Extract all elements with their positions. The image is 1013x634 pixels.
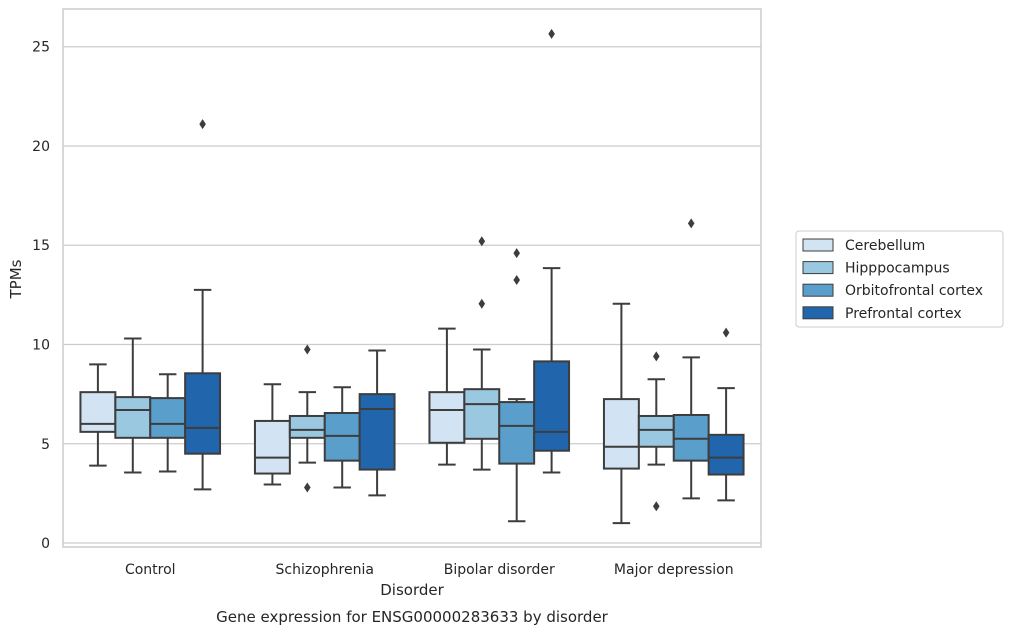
outlier-point xyxy=(653,501,660,512)
x-tick-label: Bipolar disorder xyxy=(444,562,555,578)
legend-label: Prefrontal cortex xyxy=(845,306,962,322)
box-group xyxy=(602,302,640,525)
y-tick-label: 10 xyxy=(32,338,50,354)
x-tick-label: Control xyxy=(125,562,176,578)
box xyxy=(358,393,396,471)
x-tick-labels: Control Schizophrenia Bipolar disorder Majo… xyxy=(125,562,734,578)
box-group xyxy=(323,386,361,489)
outlier-point xyxy=(513,274,520,285)
y-tick-labels: 0 5 10 15 20 25 xyxy=(32,40,50,552)
outlier-point xyxy=(199,119,206,130)
box-group xyxy=(114,337,152,474)
plot-frame xyxy=(62,8,762,548)
outlier-point xyxy=(548,28,555,39)
legend-frame xyxy=(795,230,1004,328)
box xyxy=(184,372,222,455)
outlier-point xyxy=(478,298,486,309)
x-tick-label: Major depression xyxy=(614,562,734,578)
box-plots xyxy=(79,28,745,525)
outlier-point xyxy=(653,351,660,362)
y-tick-label: 0 xyxy=(41,536,50,552)
box xyxy=(498,401,536,465)
box-group xyxy=(533,28,571,474)
box xyxy=(533,360,571,452)
chart-caption: Gene expression for ENSG00000283633 by d… xyxy=(216,608,609,626)
box xyxy=(637,414,675,448)
plot-background xyxy=(63,9,761,547)
box-group xyxy=(184,119,222,491)
box-group xyxy=(707,327,745,502)
outlier-point xyxy=(304,482,311,493)
legend-label: Hipppocampus xyxy=(845,261,950,277)
box-group xyxy=(149,373,187,473)
x-tick-label: Schizophrenia xyxy=(276,562,374,578)
outlier-point xyxy=(687,218,695,229)
outlier-point xyxy=(513,248,520,259)
box-group xyxy=(672,218,710,500)
box xyxy=(253,419,291,475)
box xyxy=(428,391,466,444)
y-axis-label: TPMs xyxy=(7,259,25,299)
legend-swatch xyxy=(802,306,834,320)
box-group xyxy=(288,344,326,493)
box xyxy=(602,398,640,470)
y-gridlines xyxy=(63,46,761,544)
outlier-point xyxy=(722,327,730,338)
box xyxy=(463,388,501,440)
outlier-point xyxy=(304,344,311,355)
box xyxy=(79,391,117,433)
legend-label: Cerebellum xyxy=(845,238,925,254)
box-group xyxy=(428,327,466,466)
box-group xyxy=(463,236,501,471)
box xyxy=(707,433,745,476)
box-group xyxy=(637,351,675,512)
y-tick-label: 25 xyxy=(32,40,50,56)
box-group xyxy=(253,383,291,486)
box xyxy=(114,396,152,439)
box xyxy=(149,397,187,439)
legend-swatch xyxy=(802,261,834,275)
legend-label: Orbitofrontal cortex xyxy=(845,283,983,299)
box-group xyxy=(358,349,396,497)
legend-swatch xyxy=(802,283,834,297)
y-tick-label: 15 xyxy=(32,238,50,254)
outlier-point xyxy=(478,236,486,247)
y-tick-label: 5 xyxy=(41,437,50,453)
y-tick-label: 20 xyxy=(32,139,50,155)
x-axis-label: Disorder xyxy=(380,581,444,599)
box xyxy=(288,414,326,439)
legend-swatch xyxy=(802,238,834,252)
legend: Cerebellum Hipppocampus Orbitofrontal cort… xyxy=(795,230,1004,328)
